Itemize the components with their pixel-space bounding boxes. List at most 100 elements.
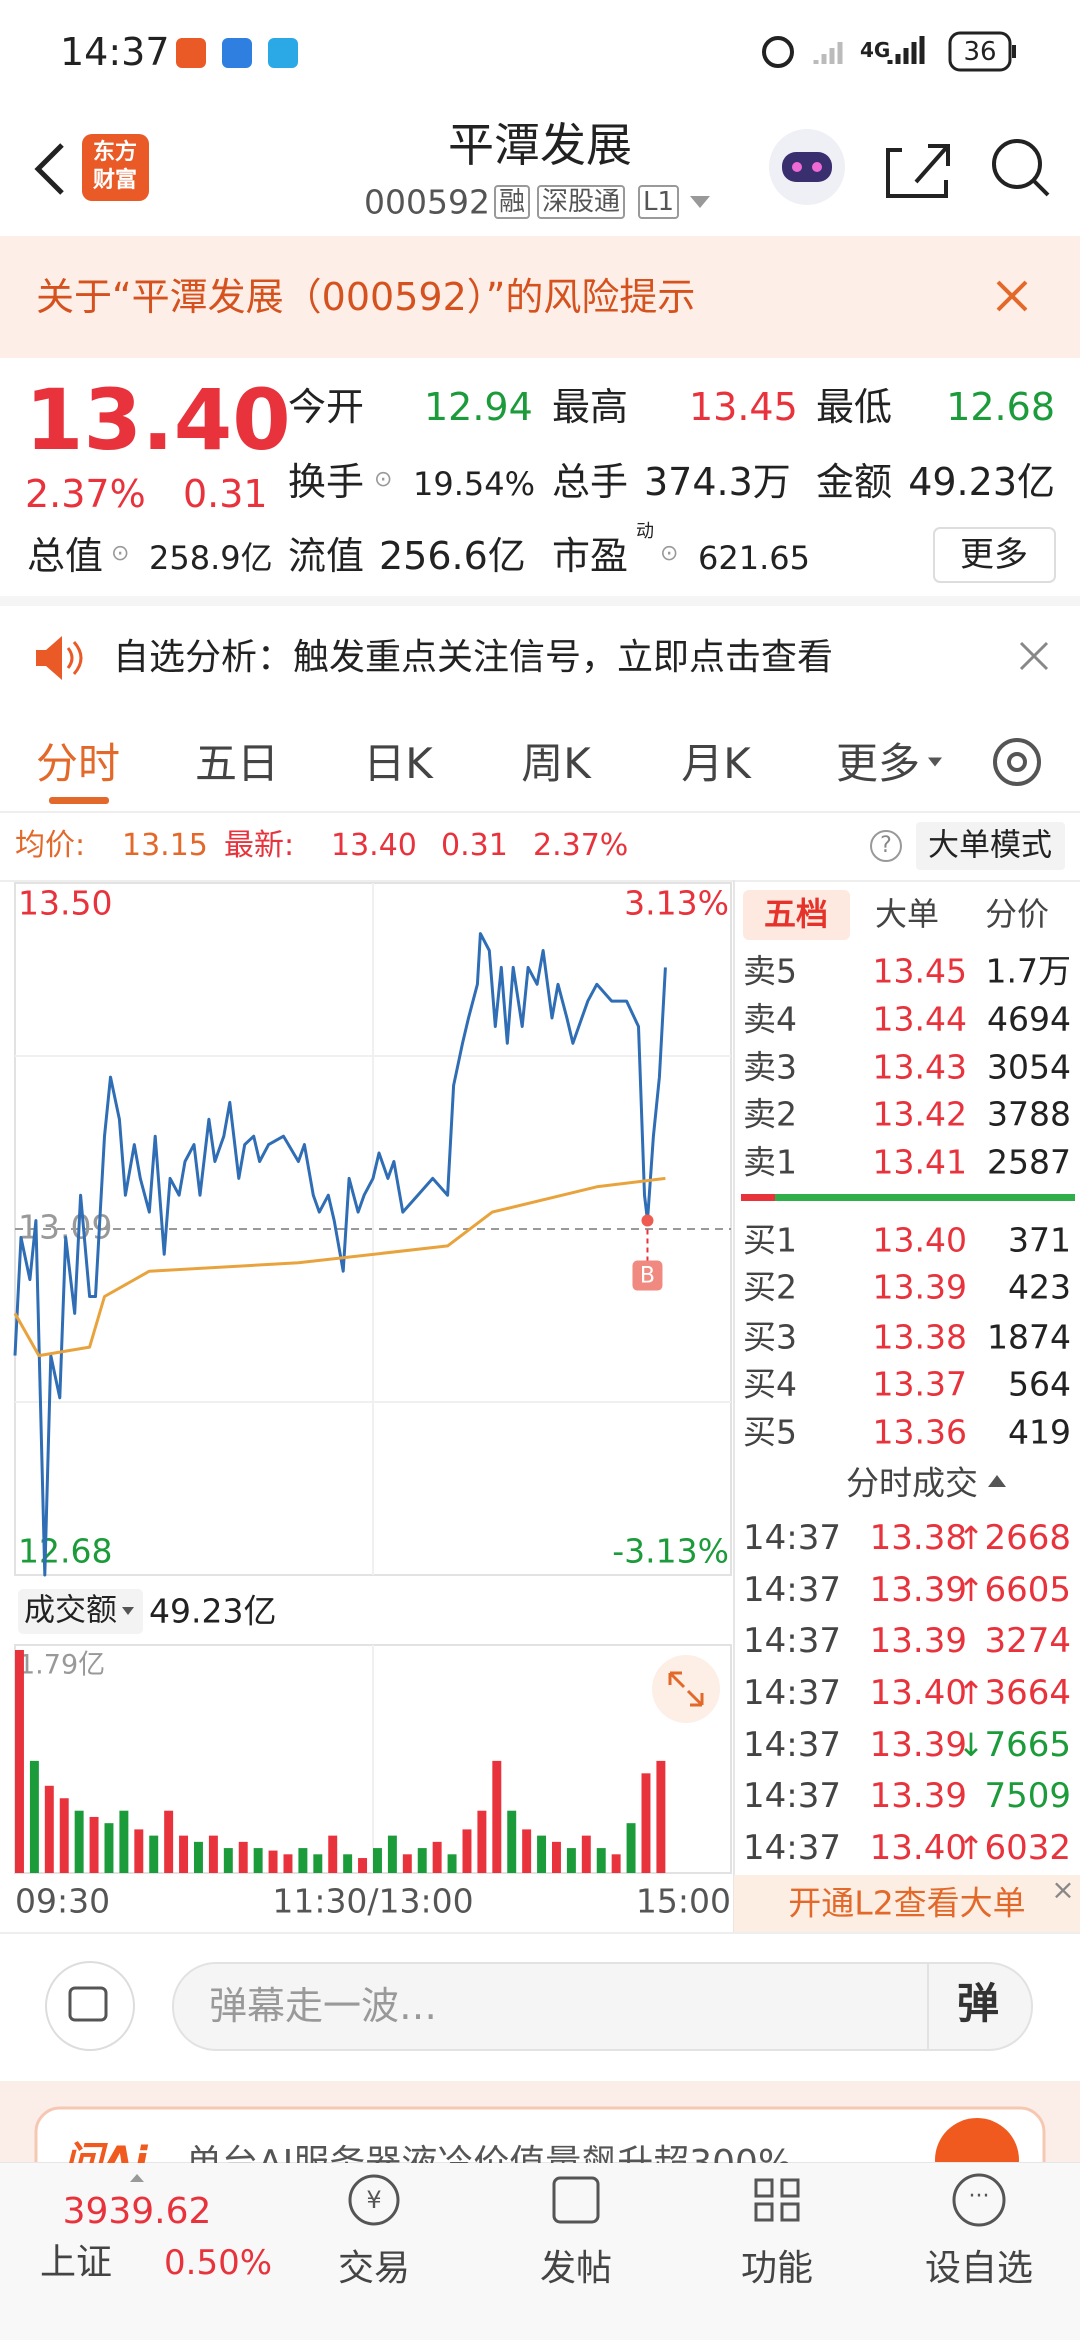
tab[interactable]: 五日 (194, 739, 280, 788)
watchlist-icon-glyph: ··· (969, 2184, 990, 2209)
trade-direction: ↓ (957, 1726, 985, 1764)
back-icon[interactable] (34, 143, 64, 195)
tab[interactable]: 月K (681, 739, 751, 788)
volume-bar (238, 1841, 248, 1873)
stat-sup: 动 (636, 521, 654, 542)
l2-link[interactable]: 开通L2查看大单 (788, 1883, 1026, 1923)
volume-bar (477, 1810, 487, 1873)
last-label: 最新: (224, 828, 295, 863)
dropdown-caret[interactable] (690, 196, 710, 208)
volume-bar (194, 1841, 203, 1873)
trade-volume: 2668 (984, 1518, 1071, 1558)
nav-item[interactable]: 功能 (740, 2248, 814, 2289)
volume-bar (417, 1848, 427, 1873)
comment-placeholder[interactable]: 弹幕走一波… (209, 1984, 438, 2028)
info-icon[interactable]: ⊙ (111, 541, 130, 566)
book-bar (775, 1194, 1075, 1201)
help-icon[interactable] (870, 830, 902, 862)
menu-icon (68, 1986, 108, 2022)
status-icon (222, 38, 252, 68)
more-button-bg[interactable] (933, 527, 1056, 583)
trade-direction: ↑ (957, 1571, 985, 1609)
stat-label: 最高 (552, 385, 629, 429)
book-price: 13.42 (872, 1094, 967, 1134)
stock-tag: 深股通 (537, 185, 626, 219)
watchlist-icon[interactable] (952, 2173, 1006, 2227)
footer-icons: ¥ ··· (130, 2173, 1006, 2227)
stat-value: 621.65 (698, 539, 810, 577)
nav-item[interactable]: 交易 (337, 2248, 411, 2289)
l2-close[interactable]: × (1051, 1873, 1075, 1906)
search-icon[interactable] (992, 139, 1042, 189)
info-icon[interactable]: ⊙ (374, 467, 393, 492)
book-tab[interactable]: 分价 (984, 895, 1050, 933)
close-icon[interactable] (996, 280, 1028, 312)
volume-bar (179, 1835, 189, 1873)
volume-bar (462, 1829, 472, 1873)
book-label: 卖3 (743, 1047, 797, 1087)
volume-bar (552, 1841, 561, 1873)
book-price: 13.37 (872, 1364, 967, 1404)
nav-item[interactable]: 设自选 (924, 2248, 1034, 2289)
trade-price: 13.40 (869, 1673, 967, 1713)
function-icon[interactable] (754, 2178, 800, 2222)
speaker-waves (66, 641, 83, 675)
volume-bar (537, 1835, 547, 1873)
close-icon[interactable] (1019, 641, 1049, 671)
trades-caret[interactable] (988, 1475, 1006, 1487)
status-icon (268, 38, 298, 68)
trade-icon[interactable] (348, 2174, 400, 2226)
expand-button[interactable] (652, 1655, 720, 1723)
change-pct: 2.37% (25, 472, 146, 516)
stat-value: 49.23亿 (908, 460, 1055, 504)
y2-tick-label: -3.13% (612, 1532, 729, 1571)
robot-eye (792, 162, 802, 172)
footer: ¥ ··· 3939.62 上证 0.50% 交易 发帖 功能 设自选 (0, 2163, 1080, 2340)
book-volume: 2587 (987, 1142, 1071, 1182)
share-icon[interactable] (886, 144, 950, 198)
menu-button[interactable] (45, 1961, 135, 2051)
last-price: 13.40 (25, 371, 291, 469)
book-volume: 371 (1008, 1220, 1071, 1260)
volume-bar (447, 1854, 457, 1873)
change: 0.31 (183, 472, 268, 516)
alarm-icon (762, 36, 794, 68)
logo-text: 东方 (92, 140, 138, 165)
notice-text[interactable]: 自选分析：触发重点关注信号，立即点击查看 (113, 637, 834, 678)
book-tab[interactable]: 大单 (874, 895, 940, 933)
book-label: 卖1 (743, 1142, 797, 1182)
trade-volume: 3664 (984, 1673, 1071, 1713)
status-time: 14:37 (60, 30, 170, 74)
index-name[interactable]: 上证 (40, 2242, 113, 2283)
stat-value: 256.6亿 (379, 534, 526, 578)
status-network: 4G (860, 38, 891, 62)
expand-icon (668, 1671, 704, 1707)
tab[interactable]: 日K (363, 739, 433, 788)
tab[interactable]: 更多 (835, 739, 921, 788)
nav-item[interactable]: 发帖 (539, 2248, 613, 2289)
volume-bar (656, 1760, 666, 1873)
info-icon[interactable]: ⊙ (660, 541, 679, 566)
volume-bar (268, 1850, 278, 1873)
more-button[interactable]: 更多 (960, 535, 1028, 575)
signal-icon (813, 42, 843, 64)
mode-button[interactable]: 大单模式 (928, 827, 1052, 864)
book-tab[interactable]: 五档 (763, 895, 829, 933)
mode-button-bg[interactable] (916, 822, 1065, 870)
stat-value: 12.68 (946, 385, 1055, 429)
tab[interactable]: 分时 (35, 739, 121, 788)
trade-price: 13.39 (869, 1725, 967, 1765)
post-icon[interactable] (552, 2176, 600, 2224)
stat-label: 金额 (816, 460, 893, 504)
book-volume: 3788 (987, 1094, 1071, 1134)
comment-button[interactable]: 弹 (956, 1979, 1000, 2028)
volume-label[interactable]: 成交额 (24, 1592, 117, 1629)
y-tick-label: 12.68 (18, 1532, 112, 1571)
book-volume: 564 (1008, 1364, 1071, 1404)
risk-text[interactable]: 关于“平潭发展（000592）”的风险提示 (36, 275, 696, 319)
footer-cover (0, 2163, 1080, 2340)
comment-input[interactable] (172, 1962, 1033, 2051)
stat-label: 总值 (27, 534, 104, 578)
settings-icon[interactable] (993, 738, 1041, 786)
tab[interactable]: 周K (521, 739, 591, 788)
